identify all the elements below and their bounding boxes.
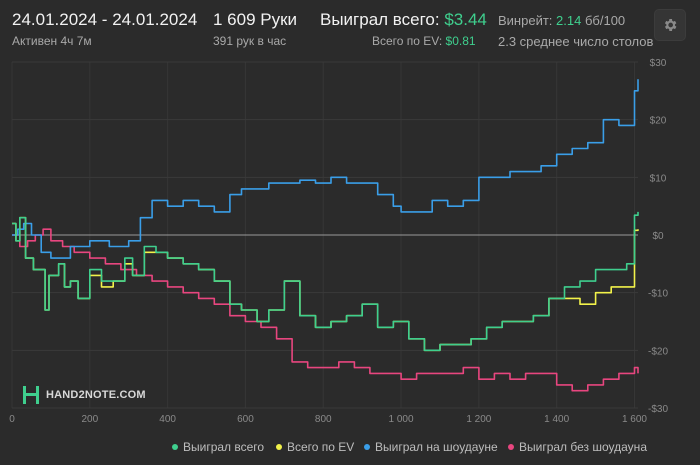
x-tick-label: 1 400 [544,414,569,425]
line-chart: 0 200 400 600 800 1 000 1 200 1 400 1 600 $30 $20 $… [9,58,668,425]
legend-item-won-no-showdown[interactable]: Выиграл без шоудауна [508,440,647,454]
won-total-value: $3.44 [444,10,487,29]
chart-area: 0 200 400 600 800 1 000 1 200 1 400 1 600 $30 $20 $… [0,56,700,465]
series-line [12,228,639,392]
x-tick-label: 1 200 [466,414,491,425]
y-tick-label: $20 [650,116,667,127]
legend-label: Всего по EV [287,440,355,454]
winrate-label: Винрейт: [498,13,553,28]
series-line [12,211,639,352]
legend-item-won-total[interactable]: Выиграл всего [172,440,264,454]
winrate-unit: бб/100 [584,13,626,28]
legend-item-won-showdown[interactable]: Выиграл на шоудауне [364,440,498,454]
legend-label: Выиграл без шоудауна [519,440,647,454]
y-tick-label: -$20 [648,346,668,357]
x-tick-label: 1 600 [622,414,647,425]
won-total-label: Выиграл всего: [320,10,440,29]
avg-tables: 2.3 среднее число столов [498,34,654,49]
x-tick-label: 0 [9,414,15,425]
settings-button[interactable] [654,9,686,41]
hands-count: 1 609 Руки [213,10,298,29]
series-line [12,79,639,259]
legend-label: Выиграл на шоудауне [375,440,498,454]
legend-dot [276,444,282,450]
legend-dot [508,444,514,450]
winrate-value: 2.14 [556,13,582,28]
winrate: Винрейт: 2.14 бб/100 [498,13,625,28]
legend-label: Выиграл всего [183,440,265,454]
ev-total-value: $0.81 [445,34,476,48]
y-tick-label: $30 [650,58,667,69]
y-tick-label: -$30 [648,404,668,415]
x-tick-label: 200 [81,414,98,425]
active-time: Активен 4ч 7м [12,34,92,48]
ev-total: Всего по EV: $0.81 [372,34,476,48]
hands-per-hour: 391 рук в час [213,34,287,48]
x-tick-label: 1 000 [389,414,414,425]
date-range: 24.01.2024 - 24.01.2024 [12,10,198,29]
watermark-text: HAND2NOTE.COM [46,389,146,401]
header: 24.01.2024 - 24.01.2024 Активен 4ч 7м 1 … [0,0,700,56]
watermark: HAND2NOTE.COM [22,383,146,407]
legend-item-ev-total[interactable]: Всего по EV [276,440,354,454]
hand2note-logo-icon [23,386,39,404]
series-line [12,216,639,352]
x-tick-label: 400 [159,414,176,425]
legend: Выиграл всего Всего по EV Выиграл на шоу… [0,440,700,456]
gear-icon [664,19,677,31]
x-tick-label: 600 [237,414,254,425]
y-tick-label: $0 [652,231,664,242]
x-tick-label: 800 [315,414,332,425]
legend-dot [364,444,370,450]
legend-dot [172,444,178,450]
ev-total-label: Всего по EV: [372,34,443,48]
won-total: Выиграл всего: $3.44 [320,10,487,30]
y-tick-label: -$10 [648,289,668,300]
y-tick-label: $10 [650,173,667,184]
